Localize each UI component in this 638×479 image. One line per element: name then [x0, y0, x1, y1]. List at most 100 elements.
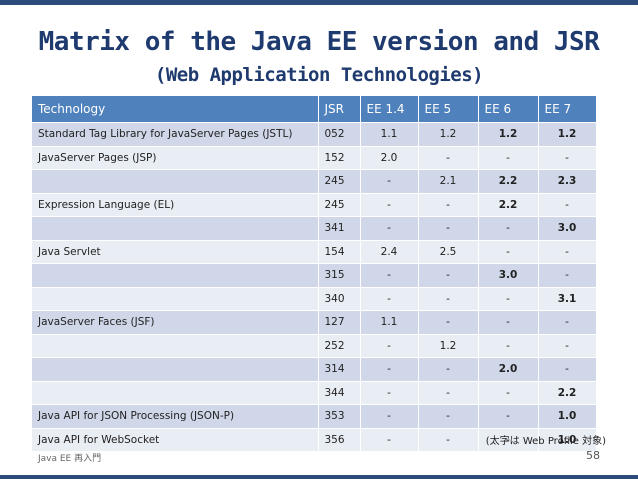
- cell-ee7: -: [538, 357, 597, 381]
- cell-ee14: -: [360, 404, 419, 428]
- cell-ee5: -: [418, 427, 479, 451]
- cell-ee7: -: [538, 145, 597, 170]
- cell-technology: [32, 380, 319, 405]
- top-accent-bar: [0, 0, 638, 5]
- cell-ee14: -: [360, 380, 419, 405]
- cell-ee14: -: [360, 216, 419, 240]
- table-row: 340 - - - 3.1: [32, 286, 597, 311]
- cell-jsr: 315: [318, 263, 361, 287]
- cell-ee6: -: [478, 427, 539, 451]
- cell-ee6: -: [478, 216, 539, 240]
- cell-jsr: 356: [318, 427, 361, 451]
- header-ee7: EE 7: [538, 96, 597, 123]
- cell-jsr: 341: [318, 216, 361, 240]
- cell-ee5: -: [418, 286, 479, 311]
- cell-technology: [32, 263, 319, 287]
- cell-jsr: 245: [318, 169, 361, 193]
- cell-ee6: 1.2: [478, 122, 539, 146]
- cell-technology: [32, 333, 319, 358]
- table-row: JavaServer Pages (JSP) 152 2.0 - - -: [32, 145, 597, 170]
- cell-technology: [32, 216, 319, 240]
- cell-ee6: -: [478, 404, 539, 428]
- cell-jsr: 314: [318, 357, 361, 381]
- cell-ee5: -: [418, 380, 479, 405]
- cell-jsr: 252: [318, 333, 361, 358]
- cell-ee7: 1.0: [538, 404, 597, 428]
- bottom-accent-bar: [0, 475, 638, 479]
- cell-ee7: -: [538, 333, 597, 358]
- cell-ee14: 2.4: [360, 239, 419, 264]
- header-ee5: EE 5: [418, 96, 479, 123]
- cell-ee14: -: [360, 169, 419, 193]
- cell-ee7: 2.3: [538, 169, 597, 193]
- cell-ee14: -: [360, 263, 419, 287]
- web-profile-note: (太字は Web Profile 対象): [485, 436, 606, 447]
- cell-jsr: 344: [318, 380, 361, 405]
- table-row: Java Servlet 154 2.4 2.5 - -: [32, 239, 597, 264]
- cell-jsr: 152: [318, 145, 361, 170]
- cell-ee6: -: [478, 145, 539, 170]
- cell-ee14: 1.1: [360, 310, 419, 334]
- table-row: 344 - - - 2.2: [32, 380, 597, 405]
- version-matrix-table: Technology JSR EE 1.4 EE 5 EE 6 EE 7 Sta…: [32, 96, 597, 451]
- table-row: 315 - - 3.0 -: [32, 263, 597, 287]
- cell-ee7: 1.2: [538, 122, 597, 146]
- cell-ee7: -: [538, 310, 597, 334]
- cell-technology: JavaServer Pages (JSP): [32, 145, 319, 170]
- cell-jsr: 245: [318, 192, 361, 217]
- cell-technology: JavaServer Faces (JSF): [32, 310, 319, 334]
- cell-ee6: -: [478, 380, 539, 405]
- cell-jsr: 127: [318, 310, 361, 334]
- table-row: 341 - - - 3.0: [32, 216, 597, 240]
- cell-ee6: -: [478, 310, 539, 334]
- cell-ee7: 2.2: [538, 380, 597, 405]
- table-row: JavaServer Faces (JSF) 127 1.1 - - -: [32, 310, 597, 334]
- cell-ee14: -: [360, 333, 419, 358]
- footer-text: Java EE 再入門: [38, 454, 102, 464]
- table-row: 245 - 2.1 2.2 2.3: [32, 169, 597, 193]
- cell-jsr: 052: [318, 122, 361, 146]
- cell-ee5: -: [418, 192, 479, 217]
- cell-ee14: 2.0: [360, 145, 419, 170]
- cell-ee5: -: [418, 310, 479, 334]
- cell-ee6: 2.2: [478, 169, 539, 193]
- cell-technology: [32, 357, 319, 381]
- cell-ee6: -: [478, 239, 539, 264]
- table-row: Java API for JSON Processing (JSON-P) 35…: [32, 404, 597, 428]
- header-jsr: JSR: [318, 96, 361, 123]
- page-number: 58: [586, 449, 600, 462]
- table-header-row: Technology JSR EE 1.4 EE 5 EE 6 EE 7: [32, 96, 597, 123]
- cell-ee7: 3.1: [538, 286, 597, 311]
- cell-ee7: -: [538, 239, 597, 264]
- cell-technology: Java API for JSON Processing (JSON-P): [32, 404, 319, 428]
- cell-technology: Java Servlet: [32, 239, 319, 264]
- cell-ee5: -: [418, 263, 479, 287]
- cell-ee7: 1.0: [538, 427, 597, 451]
- cell-ee14: -: [360, 192, 419, 217]
- table-row: Standard Tag Library for JavaServer Page…: [32, 122, 597, 146]
- table-row: 314 - - 2.0 -: [32, 357, 597, 381]
- cell-ee5: 1.2: [418, 122, 479, 146]
- cell-ee6: 2.0: [478, 357, 539, 381]
- cell-jsr: 154: [318, 239, 361, 264]
- cell-ee7: -: [538, 192, 597, 217]
- cell-ee14: -: [360, 427, 419, 451]
- cell-ee5: -: [418, 404, 479, 428]
- cell-ee5: 1.2: [418, 333, 479, 358]
- cell-ee7: -: [538, 263, 597, 287]
- cell-technology: [32, 286, 319, 311]
- table-row: 252 - 1.2 - -: [32, 333, 597, 358]
- cell-ee5: 2.1: [418, 169, 479, 193]
- cell-ee6: -: [478, 333, 539, 358]
- cell-ee5: -: [418, 145, 479, 170]
- cell-ee7: 3.0: [538, 216, 597, 240]
- cell-ee6: 3.0: [478, 263, 539, 287]
- table-row: Expression Language (EL) 245 - - 2.2 -: [32, 192, 597, 217]
- cell-ee6: -: [478, 286, 539, 311]
- cell-ee14: -: [360, 286, 419, 311]
- slide-title: Matrix of the Java EE version and JSR: [38, 27, 600, 57]
- cell-jsr: 353: [318, 404, 361, 428]
- cell-ee5: -: [418, 357, 479, 381]
- header-ee14: EE 1.4: [360, 96, 419, 123]
